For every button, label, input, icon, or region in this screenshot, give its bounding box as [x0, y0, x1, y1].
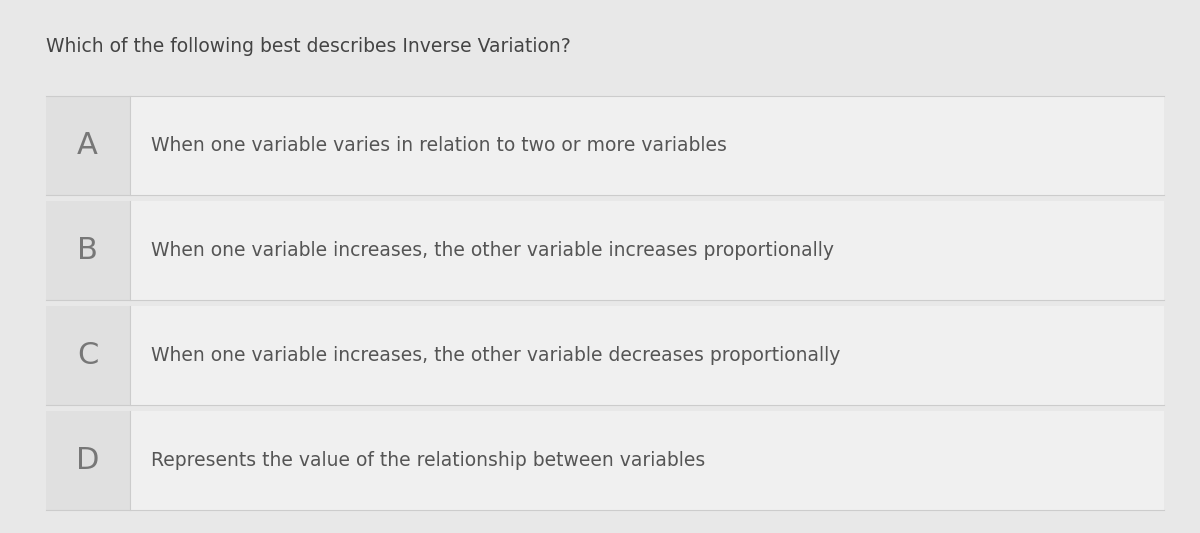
Text: Represents the value of the relationship between variables: Represents the value of the relationship…: [151, 451, 706, 470]
Text: When one variable varies in relation to two or more variables: When one variable varies in relation to …: [151, 136, 727, 155]
Bar: [46, 306, 1164, 405]
Bar: [46, 201, 1164, 300]
Bar: [46, 96, 1164, 195]
Text: B: B: [77, 236, 98, 265]
Bar: [46, 201, 130, 300]
Text: A: A: [77, 131, 98, 160]
Text: C: C: [77, 341, 98, 370]
Bar: [46, 411, 130, 510]
Text: D: D: [76, 446, 100, 475]
Bar: [46, 96, 130, 195]
Bar: [46, 411, 1164, 510]
Bar: [46, 306, 130, 405]
Text: Which of the following best describes Inverse Variation?: Which of the following best describes In…: [46, 37, 570, 56]
Text: When one variable increases, the other variable increases proportionally: When one variable increases, the other v…: [151, 241, 834, 260]
Text: When one variable increases, the other variable decreases proportionally: When one variable increases, the other v…: [151, 346, 840, 365]
